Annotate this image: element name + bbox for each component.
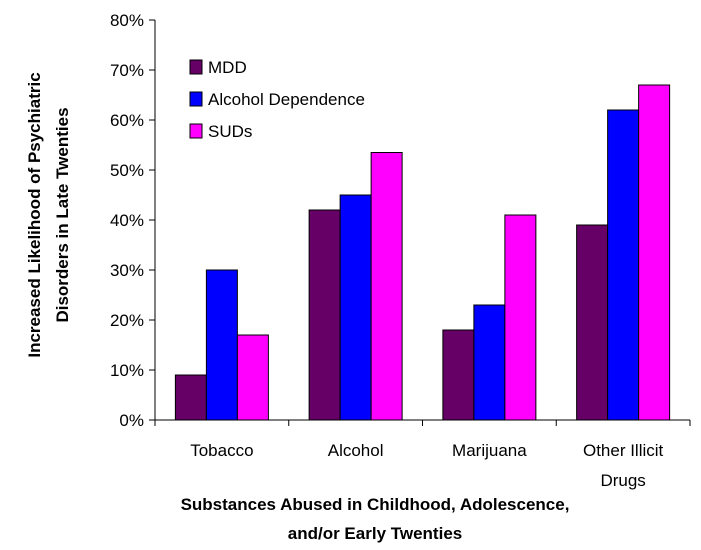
category-label: Drugs (600, 471, 645, 490)
category-label: Alcohol (328, 441, 384, 460)
bar-suds-2 (504, 214, 537, 421)
legend-swatch (189, 123, 203, 139)
legend-label: Alcohol Dependence (208, 90, 365, 109)
bar-suds-1 (370, 152, 403, 421)
category-label: Tobacco (190, 441, 253, 460)
y-tick-label: 50% (110, 161, 144, 180)
bar-alcohol-dependence-1 (339, 194, 372, 421)
y-tick-label: 30% (110, 261, 144, 280)
x-axis-title-line: Substances Abused in Childhood, Adolesce… (181, 495, 570, 514)
legend-label: SUDs (208, 122, 252, 141)
y-axis-title: Increased Likelihood of Psychiatric Disor… (25, 72, 72, 357)
legend-swatch (189, 91, 203, 107)
category-labels: Tobacco Alcohol Marijuana Other Illicit Drug… (190, 441, 663, 490)
y-axis-ticks: 0% 10% 20% 30% 40% 50% 60% 70% 80% (110, 11, 155, 430)
bar-alcohol-dependence-2 (473, 304, 506, 421)
category-label: Marijuana (452, 441, 527, 460)
axes (154, 20, 691, 426)
bar-suds-3 (638, 84, 671, 421)
category-label: Other Illicit (583, 441, 664, 460)
bar-mdd-0 (174, 374, 207, 421)
y-tick-label: 40% (110, 211, 144, 230)
bar-mdd-1 (308, 209, 341, 421)
y-axis-title-line: Disorders in Late Twenties (53, 107, 72, 322)
legend: MDD Alcohol Dependence SUDs (189, 58, 365, 141)
x-axis-title-line: and/or Early Twenties (288, 524, 462, 543)
y-tick-label: 80% (110, 11, 144, 30)
bar-alcohol-dependence-0 (205, 269, 238, 421)
x-axis-title: Substances Abused in Childhood, Adolesce… (181, 495, 570, 543)
y-tick-label: 0% (119, 411, 144, 430)
y-tick-label: 20% (110, 311, 144, 330)
bar-alcohol-dependence-3 (607, 109, 640, 421)
y-tick-label: 10% (110, 361, 144, 380)
legend-label: MDD (208, 58, 247, 77)
y-tick-label: 60% (110, 111, 144, 130)
bar-mdd-2 (442, 329, 475, 421)
y-axis-title-line: Increased Likelihood of Psychiatric (25, 72, 44, 357)
legend-swatch (189, 59, 203, 75)
bars (174, 84, 671, 421)
bar-suds-0 (236, 334, 269, 421)
bar-mdd-3 (576, 224, 609, 421)
y-tick-label: 70% (110, 61, 144, 80)
